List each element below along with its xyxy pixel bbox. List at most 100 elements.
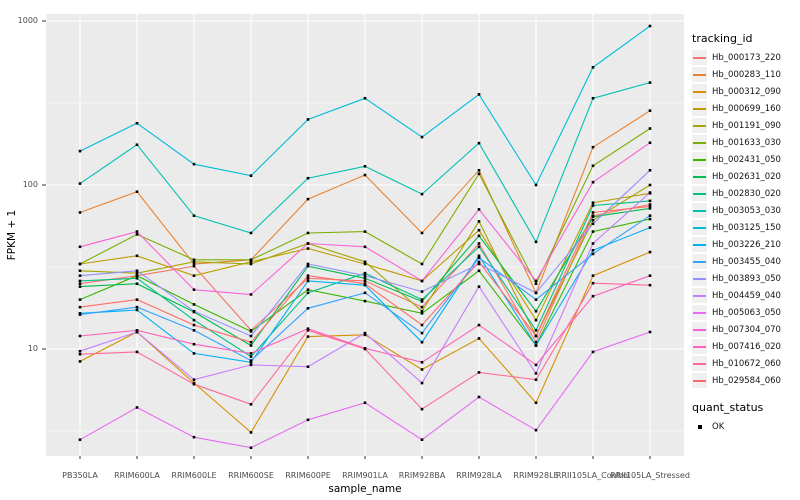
data-point (420, 192, 424, 196)
data-point (192, 260, 196, 264)
data-point (306, 291, 310, 295)
legend-color-line-icon (693, 124, 706, 127)
data-point (249, 352, 253, 355)
data-point (78, 149, 82, 153)
data-point (78, 269, 82, 273)
data-point (135, 271, 139, 275)
data-point (591, 222, 595, 226)
data-point (78, 352, 82, 356)
legend-item-Hb_002431_050: Hb_002431_050 (692, 151, 798, 168)
data-point (477, 256, 481, 260)
data-point (135, 298, 139, 301)
data-point (306, 247, 310, 250)
data-point (192, 162, 196, 166)
legend-color-line-icon (693, 209, 706, 212)
legend-item-Hb_003125_150: Hb_003125_150 (692, 219, 798, 236)
legend-color-line-icon (693, 243, 706, 246)
legend-item-label: Hb_001191_090 (712, 120, 781, 131)
data-point (420, 323, 424, 327)
data-point (192, 378, 196, 381)
data-point (534, 329, 538, 332)
x-tick-label: RRIM928BA (398, 471, 446, 480)
data-point (648, 141, 652, 145)
data-point (477, 254, 481, 258)
data-point (306, 288, 310, 291)
data-point (420, 312, 424, 315)
legend-item-Hb_007304_070: Hb_007304_070 (692, 321, 798, 338)
legend-tracking-title: tracking_id (692, 32, 753, 45)
data-point (363, 262, 367, 266)
data-point (78, 334, 82, 338)
data-point (648, 330, 652, 334)
legend-key (692, 101, 707, 116)
legend-key (692, 288, 707, 303)
data-point (249, 363, 253, 367)
data-point (78, 298, 82, 301)
legend-item-label: Hb_004459_040 (712, 290, 781, 301)
data-point (477, 323, 481, 327)
legend-color-line-icon (693, 260, 706, 263)
data-point (192, 288, 196, 291)
data-point (78, 312, 82, 315)
data-point (591, 248, 595, 252)
data-point (249, 360, 253, 364)
legend-key (692, 271, 707, 286)
data-point (477, 220, 481, 223)
data-point (420, 381, 424, 385)
legend-item-label: Hb_003455_040 (712, 256, 781, 267)
data-point (534, 282, 538, 286)
data-point (78, 349, 82, 353)
data-point (306, 176, 310, 180)
quant-status-label: OK (712, 421, 725, 432)
data-point (249, 330, 253, 333)
data-point (249, 340, 253, 344)
data-point (591, 96, 595, 100)
data-point (249, 355, 253, 358)
data-point (249, 446, 253, 450)
legend-key (692, 237, 707, 252)
data-point (192, 258, 196, 262)
data-point (192, 309, 196, 313)
legend-item-Hb_003226_210: Hb_003226_210 (692, 236, 798, 253)
y-tick-label: 100 (22, 180, 38, 189)
legend-item-Hb_003455_040: Hb_003455_040 (692, 253, 798, 270)
data-point (648, 24, 652, 28)
legend-key (692, 118, 707, 133)
legend-key (692, 84, 707, 99)
data-point (135, 254, 139, 258)
data-point (477, 242, 481, 245)
legend-item-label: Hb_007304_070 (712, 324, 781, 335)
legend-key (692, 305, 707, 320)
data-point (591, 204, 595, 207)
data-point (192, 318, 196, 322)
legend-key (692, 220, 707, 235)
data-point (648, 168, 652, 172)
data-point (363, 279, 367, 283)
data-point (591, 294, 595, 298)
legend-color-line-icon (693, 379, 706, 382)
data-point (306, 335, 310, 338)
data-point (135, 274, 139, 277)
data-point (135, 230, 139, 233)
x-tick-label: RRIM600SE (228, 471, 274, 480)
data-point (420, 305, 424, 309)
data-point (477, 285, 481, 288)
data-point (534, 291, 538, 295)
data-point (363, 274, 367, 277)
legend-color-line-icon (693, 345, 706, 348)
legend-key (692, 135, 707, 150)
legend-color-line-icon (693, 90, 706, 93)
data-point (420, 407, 424, 411)
data-point (135, 276, 139, 280)
legend-color-line-icon (693, 56, 706, 59)
data-point (249, 262, 253, 266)
data-point (78, 305, 82, 309)
legend-item-label: Hb_000283_110 (712, 69, 781, 80)
data-point (477, 168, 481, 172)
data-point (534, 240, 538, 244)
x-tick-label: RRIM928LA (456, 471, 502, 480)
data-point (648, 283, 652, 287)
legend-color-line-icon (693, 73, 706, 76)
data-point (306, 279, 310, 283)
data-point (591, 281, 595, 285)
